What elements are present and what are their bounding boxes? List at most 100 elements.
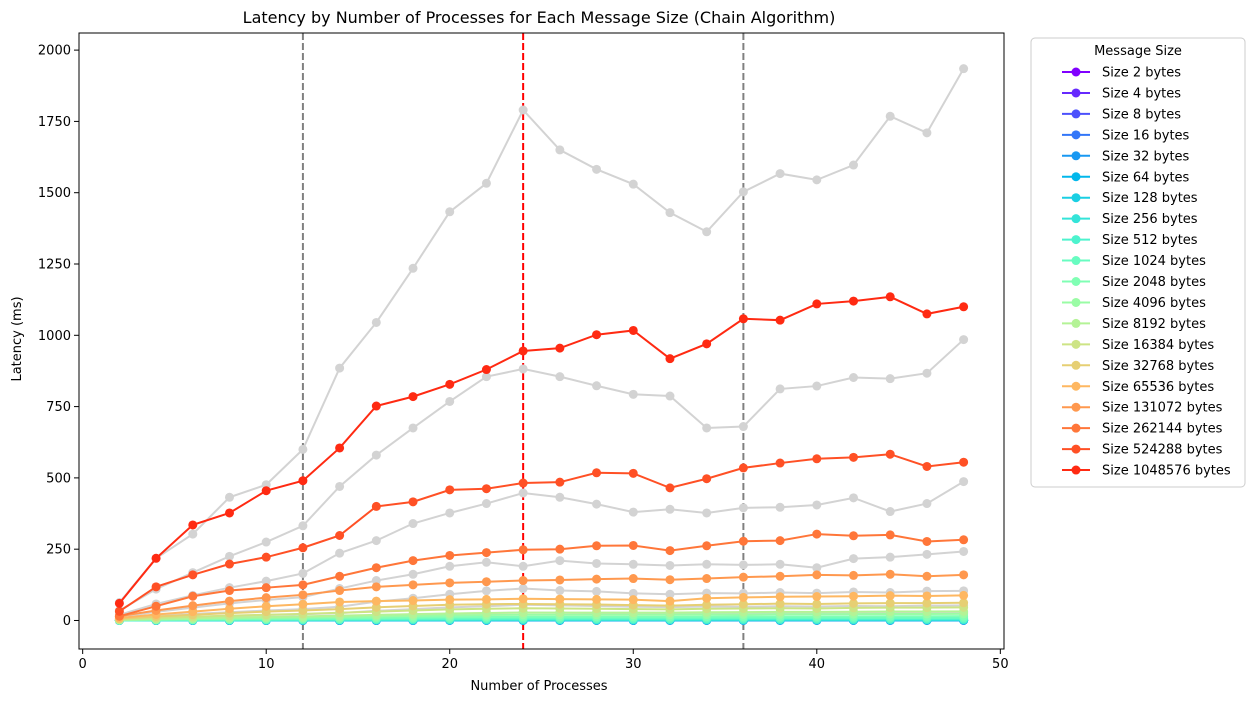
legend-swatch-marker	[1071, 318, 1081, 328]
series-17-point	[445, 578, 455, 588]
gray-series-3-point	[922, 499, 932, 509]
series-16-point	[922, 591, 932, 601]
gray-series-1-point	[812, 175, 822, 185]
chart-title: Latency by Number of Processes for Each …	[243, 8, 836, 27]
series-18-point	[261, 583, 271, 593]
gray-series-5-point	[518, 584, 528, 594]
gray-series-1-point	[738, 187, 748, 197]
series-15-point	[738, 599, 748, 609]
legend-title: Message Size	[1094, 44, 1182, 59]
gray-series-5-line	[119, 587, 964, 620]
gray-series-2-point	[371, 450, 381, 460]
series-18-point	[738, 536, 748, 546]
legend-item: Size 128 bytes	[1062, 191, 1198, 206]
legend-swatch-marker	[1071, 423, 1081, 433]
series-17-point	[702, 574, 712, 584]
series-16-point	[445, 595, 455, 605]
series-16-point	[592, 594, 602, 604]
series-18-point	[408, 556, 418, 566]
gray-series-5-point	[665, 589, 675, 599]
series-16-point	[812, 592, 822, 602]
series-16-point	[849, 591, 859, 601]
gray-series-4-point	[702, 559, 712, 569]
y-tick-label: 750	[46, 400, 71, 415]
gray-series-3-point	[371, 536, 381, 546]
series-19-point	[592, 468, 602, 478]
gray-series-4-point	[849, 554, 859, 564]
series-15-point	[298, 606, 308, 615]
series-17-point	[518, 576, 528, 586]
legend-swatch-marker	[1071, 88, 1081, 98]
legend-item: Size 32768 bytes	[1062, 359, 1214, 374]
gray-series-1-point	[224, 492, 234, 502]
series-20-point	[885, 292, 895, 302]
y-axis-title: Latency (ms)	[10, 296, 25, 381]
series-16-point	[628, 595, 638, 605]
series-18-point	[922, 536, 932, 546]
legend-label: Size 2048 bytes	[1102, 275, 1206, 290]
axes-frame	[78, 32, 1005, 650]
legend-label: Size 4096 bytes	[1102, 296, 1206, 311]
series-20-point	[922, 309, 932, 319]
gray-series-3-point	[335, 548, 345, 558]
gray-series-3-point	[812, 500, 822, 510]
series-19-point	[371, 501, 381, 511]
gray-series-2-point	[959, 335, 969, 345]
legend-swatch-marker	[1071, 214, 1081, 224]
series-15-point	[702, 600, 712, 610]
gray-series-2-point	[335, 481, 345, 491]
legend-item: Size 1048576 bytes	[1062, 464, 1231, 479]
series-18-point	[555, 544, 565, 554]
gray-series-3-point	[298, 568, 308, 578]
legend-swatch-marker	[1071, 67, 1081, 77]
series-19-point	[224, 559, 234, 569]
series-15-point	[775, 599, 785, 609]
gray-series-1-point	[335, 363, 345, 373]
y-tick-label: 0	[63, 614, 71, 629]
series-18-point	[335, 571, 345, 581]
legend-swatch-marker	[1071, 256, 1081, 266]
gray-series-1-point	[922, 128, 932, 138]
series-19-point	[188, 570, 198, 580]
series-20-point	[298, 476, 308, 486]
legend-label: Size 131072 bytes	[1102, 401, 1223, 416]
gray-series-1-line	[118, 68, 965, 604]
series-18-point	[592, 541, 602, 551]
series-19-point	[408, 497, 418, 507]
series-17-point	[481, 577, 491, 587]
series-18-point	[628, 540, 638, 550]
gray-series-1-point	[188, 529, 198, 539]
gray-series-3-point	[445, 508, 455, 518]
legend-item: Size 16384 bytes	[1062, 338, 1214, 353]
gray-series-5-point	[555, 586, 565, 596]
legend-swatch-marker	[1071, 193, 1081, 203]
series-20-point	[151, 553, 161, 563]
legend-swatch-marker	[1071, 235, 1081, 245]
gray-series-4-point	[959, 546, 969, 556]
legend-item: Size 2 bytes	[1062, 66, 1181, 81]
series-18-point	[188, 591, 198, 601]
legend-item: Size 16 bytes	[1062, 128, 1190, 143]
legend-label: Size 8192 bytes	[1102, 317, 1206, 332]
series-19-point	[738, 463, 748, 473]
legend-label: Size 262144 bytes	[1102, 422, 1223, 437]
y-tick-label: 1500	[38, 186, 71, 201]
series-16-point	[408, 596, 418, 606]
series-20-point	[738, 314, 748, 324]
series-17-point	[959, 570, 969, 580]
gray-series-2-point	[224, 551, 234, 561]
series-20-point	[408, 392, 418, 402]
legend-label: Size 1024 bytes	[1102, 254, 1206, 269]
gray-series-2-point	[812, 381, 822, 391]
series-19-point	[665, 483, 675, 493]
legend-label: Size 64 bytes	[1102, 170, 1190, 185]
gray-series-4-point	[665, 560, 675, 570]
series-18-line	[119, 533, 964, 618]
series-18-point	[665, 546, 675, 556]
gray-series-2-point	[408, 423, 418, 433]
legend-item: Size 64 bytes	[1062, 170, 1190, 185]
series-16-point	[959, 590, 969, 600]
legend-swatch-marker	[1071, 109, 1081, 119]
series-20-point	[849, 296, 859, 306]
